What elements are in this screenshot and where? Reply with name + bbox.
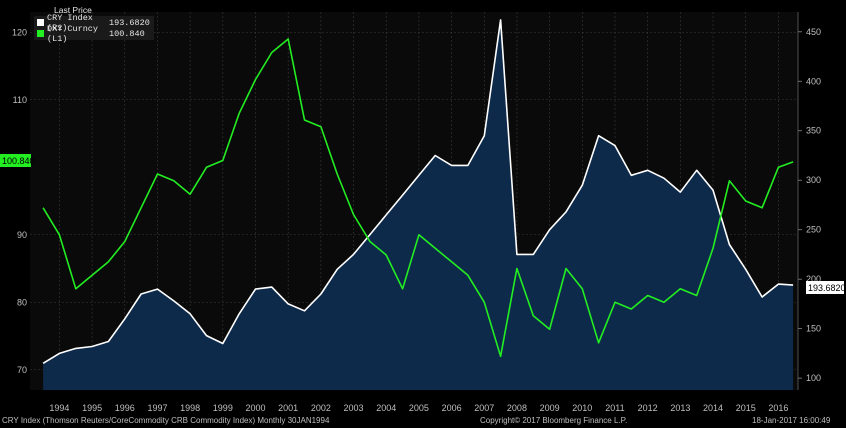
left-tick-label: 70 xyxy=(17,365,27,375)
legend-header: Last Price xyxy=(54,5,92,15)
cry-last-value: 193.6820 xyxy=(808,283,846,293)
x-tick-label: 1999 xyxy=(213,403,233,413)
right-tick-label: 250 xyxy=(806,225,821,235)
x-tick-label: 2000 xyxy=(245,403,265,413)
x-tick-label: 2005 xyxy=(409,403,429,413)
x-tick-label: 2008 xyxy=(507,403,527,413)
left-tick-label: 120 xyxy=(12,27,27,37)
dxy-last-tag: 100.840 xyxy=(0,154,35,167)
legend-item-cry: CRY Index (R1) 193.6820 xyxy=(37,13,150,33)
x-tick-label: 2012 xyxy=(638,403,658,413)
x-tick-label: 1995 xyxy=(82,403,102,413)
right-tick-label: 300 xyxy=(806,175,821,185)
series-lines xyxy=(42,19,794,364)
legend: Last Price CRY Index (R1) 193.6820 DXY C… xyxy=(34,5,154,44)
dxy-last-value: 100.840 xyxy=(2,156,35,166)
x-tick-label: 2011 xyxy=(605,403,624,413)
left-tick-label: 110 xyxy=(13,95,27,105)
x-tick-label: 1994 xyxy=(49,403,69,413)
x-tick-label: 1997 xyxy=(147,403,167,413)
legend-series-value: 193.6820 xyxy=(109,17,150,28)
x-tick-label: 2004 xyxy=(376,403,396,413)
x-tick-label: 1998 xyxy=(180,403,200,413)
legend-item-dxy: DXY Curncy (L1) 100.840 xyxy=(37,24,150,44)
legend-series-name: DXY Curncy (L1) xyxy=(47,23,99,44)
footer-copyright: Copyright© 2017 Bloomberg Finance L.P. xyxy=(480,416,628,425)
x-tick-label: 2009 xyxy=(540,403,560,413)
right-tick-label: 200 xyxy=(806,274,821,284)
right-tick-label: 350 xyxy=(806,126,821,136)
x-tick-label: 2014 xyxy=(703,403,723,413)
cry-area-fill xyxy=(43,19,794,391)
x-tick-label: 2016 xyxy=(768,403,788,413)
footer-timestamp: 18-Jan-2017 16:00:49 xyxy=(752,416,831,425)
x-tick-label: 2001 xyxy=(278,403,298,413)
x-tick-label: 2003 xyxy=(344,403,364,413)
x-tick-label: 1996 xyxy=(115,403,135,413)
right-tick-label: 400 xyxy=(806,76,821,86)
legend-series-name: CRY Index (R1) xyxy=(47,12,93,33)
cry-series-line xyxy=(42,19,794,364)
x-tick-label: 2015 xyxy=(736,403,756,413)
footer: CRY Index (Thomson Reuters/CoreCommodity… xyxy=(0,414,846,428)
x-tick-label: 2006 xyxy=(442,403,462,413)
right-tick-label: 100 xyxy=(806,373,821,383)
right-tick-label: 150 xyxy=(806,324,821,334)
left-axis: 70 80 90 110 120 xyxy=(12,27,27,375)
x-axis: 1994 1995 1996 1997 1998 1999 2000 2001 2002 2003… xyxy=(49,403,788,413)
cry-area xyxy=(43,19,794,391)
x-tick-label: 2010 xyxy=(572,403,592,413)
dxy-series-line xyxy=(42,38,794,358)
legend-series-value: 100.840 xyxy=(109,28,145,39)
legend-swatch-icon xyxy=(37,30,44,37)
legend-swatch-icon xyxy=(37,19,44,26)
x-tick-label: 2002 xyxy=(311,403,331,413)
x-tick-label: 2007 xyxy=(474,403,494,413)
x-tick-label: 2013 xyxy=(670,403,690,413)
footer-source: CRY Index (Thomson Reuters/CoreCommodity… xyxy=(2,416,330,425)
right-axis: 100 150 200 250 300 350 400 450 xyxy=(797,12,821,390)
left-tick-label: 80 xyxy=(17,297,27,307)
right-tick-label: 450 xyxy=(806,27,821,37)
cry-last-tag: 193.6820 xyxy=(806,281,846,294)
left-tick-label: 90 xyxy=(17,230,27,240)
